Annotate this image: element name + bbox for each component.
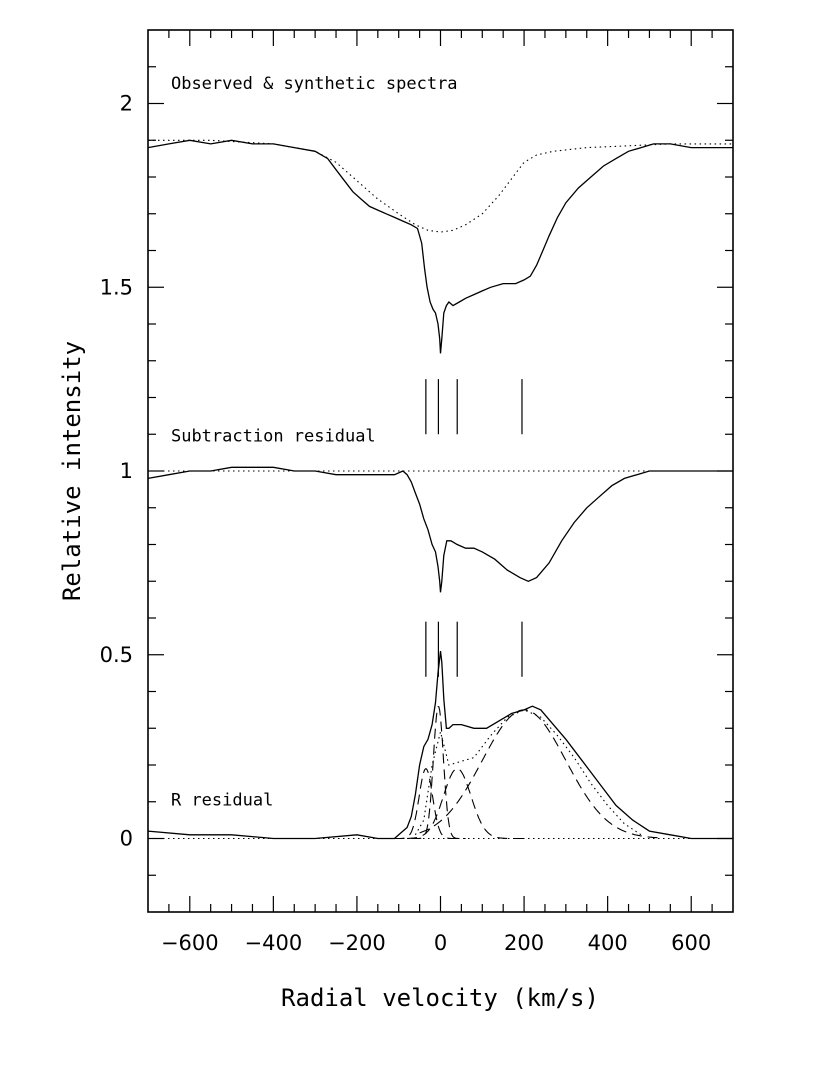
series-line-solid [147,651,733,840]
series-line-dashed [394,768,458,840]
axis-tick-labels: −600 −400 −200 0 200 400 600 0 0.5 1 1.5 2 [100,92,712,956]
y-tick-label: 1.5 [100,275,133,299]
x-tick-label: 600 [671,931,711,955]
x-axis-title: Radial velocity (km/s) [281,984,599,1012]
plot-frame [147,29,734,913]
panel-label: R residual [171,790,273,810]
x-tick-label: −400 [245,931,303,955]
x-tick-label: −600 [161,931,219,955]
series-line-dotted [148,139,733,233]
y-tick-label: 0.5 [100,643,133,667]
x-tick-label: 400 [588,931,628,955]
series-layer [147,139,733,840]
velocity-markers [425,379,523,677]
series-line-dashed [407,768,525,840]
series-line-solid [147,466,733,593]
series-line-dotted [414,709,642,836]
y-tick-label: 0 [120,827,133,851]
panel-labels: Observed & synthetic spectra Subtraction … [171,74,458,811]
x-tick-label: −200 [328,931,386,955]
y-tick-label: 2 [120,92,133,116]
series-line-solid [147,139,733,354]
y-tick-label: 1 [120,459,133,483]
y-axis-title: Relative intensity [58,341,86,601]
series-line-dashed [411,706,466,840]
x-tick-label: 0 [434,931,447,955]
panel-label: Observed & synthetic spectra [171,74,458,94]
x-tick-label: 200 [504,931,544,955]
panel-label: Subtraction residual [171,427,376,447]
series-line-dashed [419,709,658,839]
axis-ticks [148,30,733,912]
